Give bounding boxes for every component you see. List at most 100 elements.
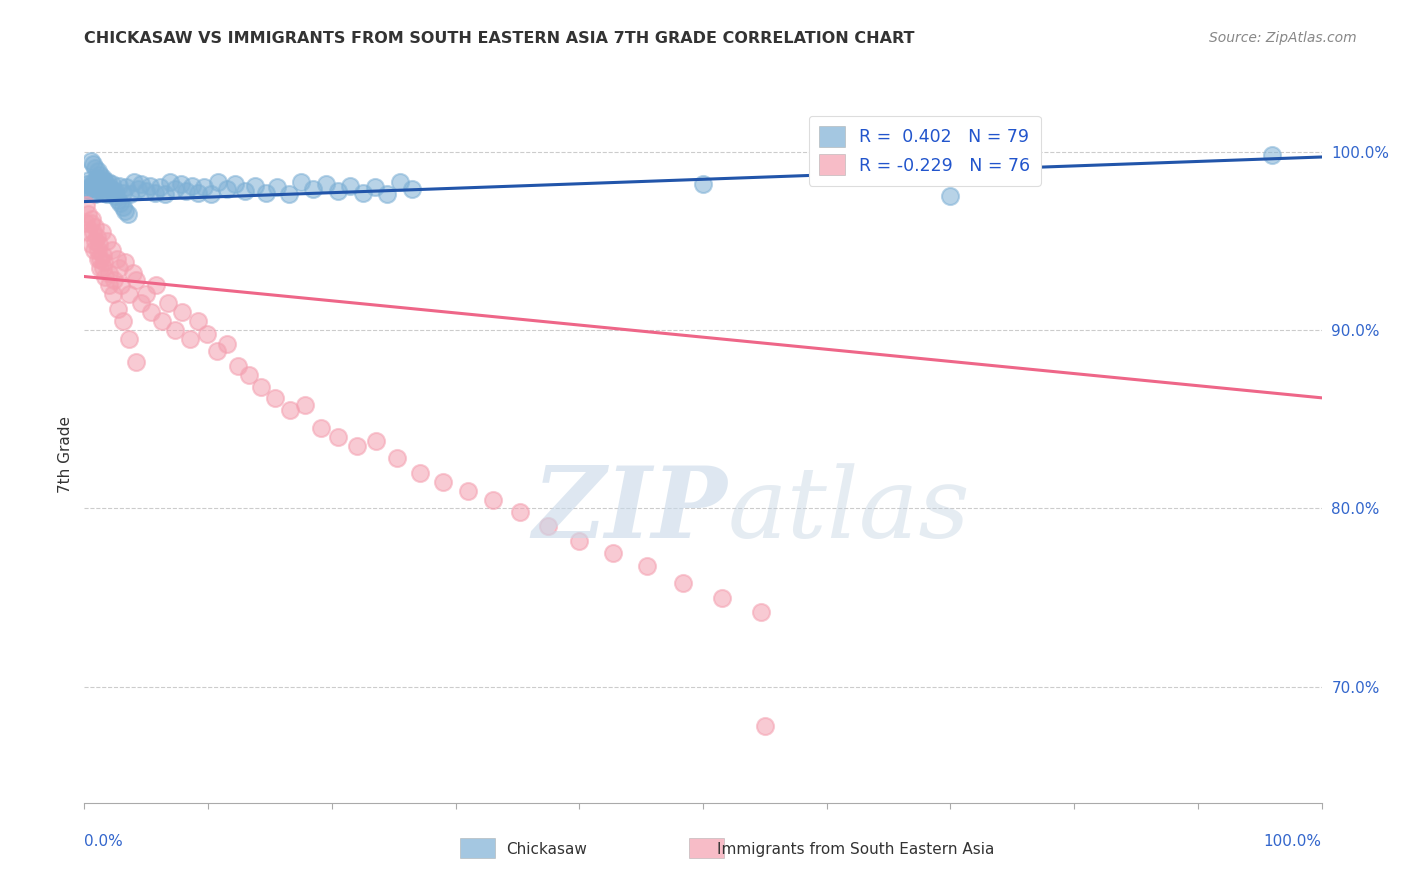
Point [91,173,114,187]
Point [115,180,138,194]
Point [346,439,368,453]
Point [90,178,112,193]
Point [89,168,111,182]
Point [326,430,349,444]
Point [195,326,218,341]
Point [141,305,163,319]
Point [83,180,105,194]
Point [710,591,733,605]
Point [80,212,103,227]
Point [87,164,110,178]
Point [91,260,114,275]
Point [939,189,962,203]
Point [77,182,100,196]
Point [105,252,128,266]
Text: Chickasaw: Chickasaw [506,842,588,856]
Point [104,189,127,203]
Point [364,180,387,194]
Point [326,184,349,198]
Point [79,237,101,252]
Point [86,171,108,186]
Point [89,177,111,191]
Point [110,196,132,211]
Point [509,505,531,519]
Point [108,260,131,275]
Point [672,576,695,591]
Point [89,237,111,252]
Point [114,203,136,218]
Point [94,175,117,189]
Point [568,533,591,548]
Point [108,178,131,193]
Point [401,182,423,196]
Text: Source: ZipAtlas.com: Source: ZipAtlas.com [1209,31,1357,45]
Point [104,184,127,198]
Point [143,186,166,200]
Point [129,296,152,310]
Point [408,466,430,480]
Point [179,332,201,346]
Point [98,278,121,293]
Point [101,186,124,200]
Point [150,314,173,328]
Point [107,301,129,316]
Point [82,175,104,189]
Point [457,483,479,498]
Point [91,171,114,186]
Point [97,175,120,189]
Point [602,546,624,560]
Point [111,314,134,328]
Point [238,368,260,382]
Legend: R =  0.402   N = 79, R = -0.229   N = 76: R = 0.402 N = 79, R = -0.229 N = 76 [808,116,1040,186]
Point [290,175,312,189]
Bar [460,838,495,858]
Point [163,323,186,337]
Point [135,184,157,198]
Point [200,187,222,202]
Point [94,269,117,284]
Point [187,186,209,200]
Point [89,260,111,275]
Point [84,219,107,234]
Point [80,186,103,200]
Point [302,182,325,196]
Point [309,421,332,435]
Point [481,492,503,507]
Point [97,178,120,193]
Text: 0.0%: 0.0% [84,834,124,849]
Point [163,182,186,196]
Point [692,177,714,191]
Point [145,278,167,293]
Text: Immigrants from South Eastern Asia: Immigrants from South Eastern Asia [717,842,994,856]
Point [215,337,238,351]
Point [193,180,215,194]
Point [277,187,299,202]
Point [79,173,101,187]
Point [187,314,209,328]
Point [224,177,246,191]
Point [172,305,194,319]
Point [90,225,112,239]
Point [243,178,266,193]
Point [77,225,100,239]
Point [352,186,374,200]
Point [254,186,277,200]
Point [388,175,411,189]
Point [75,198,97,212]
Point [129,177,152,191]
Point [100,243,122,257]
Point [636,558,658,573]
Point [315,177,337,191]
Point [76,177,98,191]
Point [75,184,97,198]
Point [79,216,101,230]
Point [82,157,104,171]
Point [96,234,118,248]
Point [250,380,273,394]
Text: atlas: atlas [728,463,970,558]
Point [135,287,157,301]
Point [86,230,108,244]
Point [91,248,114,262]
Point [93,255,115,269]
Bar [689,838,724,858]
